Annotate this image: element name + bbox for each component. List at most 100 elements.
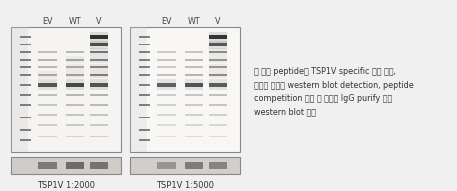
- Bar: [90, 114, 108, 116]
- Bar: [38, 51, 57, 53]
- Bar: [90, 43, 108, 46]
- Bar: [20, 117, 31, 118]
- Bar: [139, 74, 150, 76]
- Bar: [209, 83, 227, 87]
- Bar: [139, 84, 150, 86]
- Bar: [209, 135, 227, 137]
- Bar: [185, 162, 203, 169]
- Bar: [157, 51, 176, 53]
- Bar: [185, 124, 203, 126]
- Bar: [157, 124, 176, 126]
- Bar: [185, 135, 203, 137]
- Bar: [209, 43, 227, 46]
- Bar: [20, 129, 31, 131]
- Bar: [90, 83, 108, 87]
- Bar: [139, 139, 150, 141]
- Bar: [139, 51, 150, 53]
- Bar: [209, 71, 227, 78]
- Bar: [157, 114, 176, 116]
- Bar: [38, 71, 57, 78]
- Bar: [66, 94, 85, 96]
- Bar: [157, 135, 176, 137]
- Bar: [66, 51, 85, 53]
- Bar: [185, 66, 203, 68]
- Bar: [157, 79, 176, 90]
- Bar: [90, 32, 108, 43]
- Bar: [38, 59, 57, 61]
- Bar: [66, 59, 85, 61]
- Bar: [209, 56, 227, 63]
- Bar: [157, 66, 176, 68]
- Bar: [90, 35, 108, 39]
- Bar: [90, 74, 108, 76]
- Bar: [90, 40, 108, 49]
- Text: EV: EV: [43, 17, 53, 26]
- Bar: [139, 94, 150, 96]
- Bar: [66, 135, 85, 137]
- Bar: [66, 79, 85, 90]
- Bar: [66, 66, 85, 68]
- Bar: [139, 129, 150, 131]
- Bar: [90, 124, 108, 126]
- Bar: [38, 66, 57, 68]
- Text: TSP1V 1:5000: TSP1V 1:5000: [156, 181, 214, 190]
- Bar: [209, 32, 227, 43]
- Bar: [209, 114, 227, 116]
- Bar: [38, 94, 57, 96]
- Bar: [11, 27, 121, 152]
- Bar: [185, 59, 203, 61]
- Bar: [90, 162, 108, 169]
- Bar: [157, 162, 176, 169]
- Bar: [66, 56, 85, 63]
- Bar: [20, 104, 31, 106]
- Bar: [66, 74, 85, 76]
- Bar: [157, 94, 176, 96]
- Bar: [209, 79, 227, 90]
- Bar: [209, 94, 227, 96]
- Bar: [209, 59, 227, 61]
- Bar: [38, 104, 57, 106]
- Text: WT: WT: [69, 17, 81, 26]
- Bar: [38, 114, 57, 116]
- Text: V: V: [96, 17, 102, 26]
- Bar: [209, 66, 227, 68]
- Bar: [20, 94, 31, 96]
- Bar: [209, 64, 227, 71]
- Bar: [209, 35, 227, 39]
- Bar: [157, 74, 176, 76]
- Text: V: V: [215, 17, 221, 26]
- Bar: [90, 64, 108, 71]
- Bar: [90, 135, 108, 137]
- Bar: [90, 51, 108, 53]
- Bar: [38, 83, 57, 87]
- Text: 두 가지 peptide로 TSP1V specific 항체 제작,
다양한 비율로 western blot detection, peptide
comp: 두 가지 peptide로 TSP1V specific 항체 제작, 다양한 …: [254, 67, 414, 116]
- Bar: [38, 135, 57, 137]
- Bar: [90, 79, 108, 90]
- Bar: [139, 36, 150, 38]
- Bar: [20, 36, 31, 38]
- Bar: [38, 162, 57, 169]
- Bar: [157, 59, 176, 61]
- Bar: [185, 83, 203, 87]
- Bar: [20, 74, 31, 76]
- Bar: [11, 157, 121, 174]
- Bar: [139, 104, 150, 106]
- Bar: [20, 44, 31, 45]
- Bar: [90, 59, 108, 61]
- Bar: [185, 51, 203, 53]
- Bar: [157, 83, 176, 87]
- Bar: [90, 66, 108, 68]
- Bar: [130, 27, 147, 152]
- Bar: [90, 104, 108, 106]
- Bar: [130, 157, 240, 174]
- Bar: [139, 66, 150, 68]
- Text: TSP1V 1:2000: TSP1V 1:2000: [37, 181, 95, 190]
- Bar: [185, 74, 203, 76]
- Bar: [66, 162, 85, 169]
- Bar: [209, 51, 227, 53]
- Bar: [130, 27, 240, 152]
- Text: WT: WT: [187, 17, 200, 26]
- Bar: [185, 94, 203, 96]
- Bar: [66, 83, 85, 87]
- Bar: [66, 124, 85, 126]
